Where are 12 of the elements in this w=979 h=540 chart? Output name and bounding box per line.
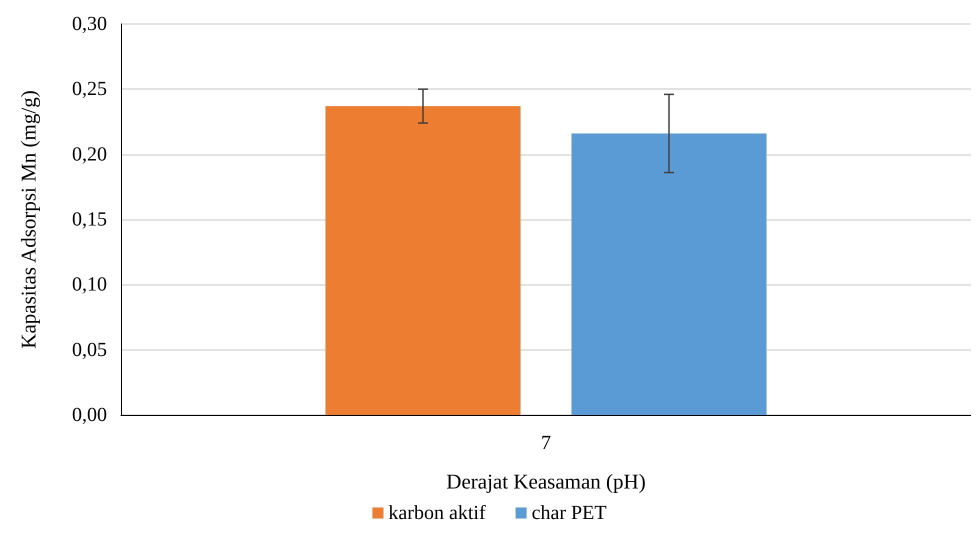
y-tick-label: 0,10 (72, 274, 107, 296)
y-tick-label: 0,30 (72, 13, 107, 35)
legend-label: char PET (532, 502, 607, 524)
x-tick-label: 7 (541, 432, 551, 454)
y-axis-title: Kapasitas Adsorpsi Mn (mg/g) (16, 90, 40, 349)
legend-label: karbon aktif (388, 502, 486, 524)
y-tick-label: 0,15 (72, 208, 107, 230)
y-tick-label: 0,20 (72, 143, 107, 166)
y-tick-label: 0,25 (72, 78, 107, 100)
x-axis-title: Derajat Keasaman (pH) (446, 470, 646, 494)
y-tick-label: 0,05 (72, 338, 107, 361)
y-tick-label: 0,00 (72, 404, 107, 426)
